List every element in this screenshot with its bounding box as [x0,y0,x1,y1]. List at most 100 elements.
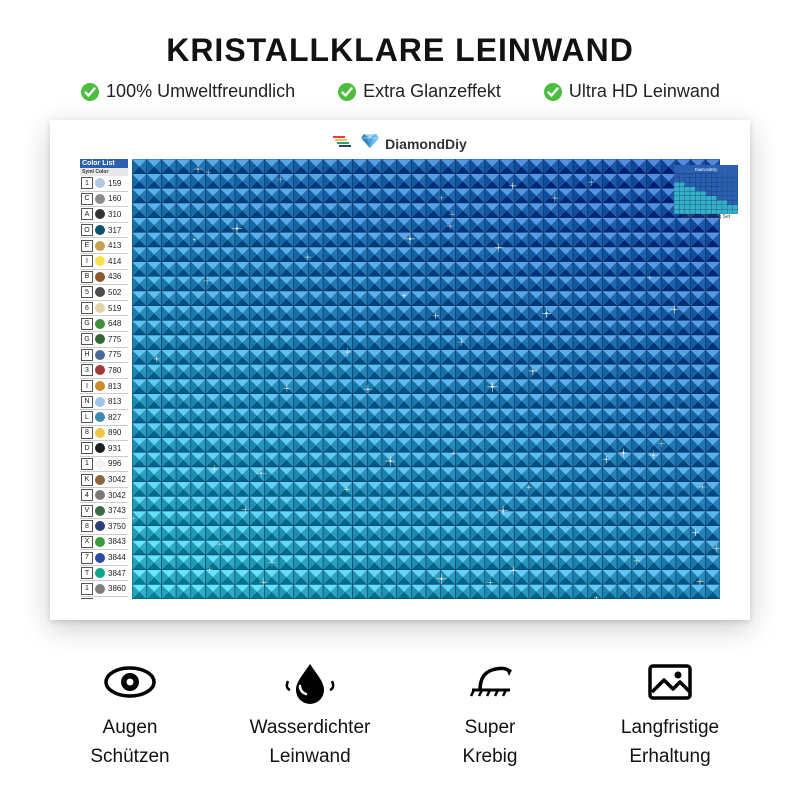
feature-item: SuperKrebig [410,660,570,771]
color-swatch [95,521,105,531]
check-text: Extra Glanzeffekt [363,81,501,102]
feature-item: AugenSchützen [50,660,210,771]
color-swatch [95,241,105,251]
color-list-row: E 413 [80,238,128,254]
color-list: Color List Syml Color 1 159C 160A 310O 3… [80,159,128,599]
color-symbol: 8 [81,427,93,439]
color-list-header: Color List [80,159,128,168]
check-text: Ultra HD Leinwand [569,81,720,102]
color-code: 414 [106,257,121,266]
color-list-rows: 1 159C 160A 310O 317E 413I 414B 4365 502… [80,176,128,599]
color-swatch [95,178,105,188]
canvas-body: Color List Syml Color 1 159C 160A 310O 3… [80,159,720,599]
color-symbol: 1 [81,583,93,595]
color-symbol: X [81,536,93,548]
sticky-icon [462,660,518,704]
color-symbol: 5 [81,286,93,298]
color-swatch [95,287,105,297]
color-list-row: 8 3750 [80,519,128,535]
color-code: 813 [106,382,121,391]
color-symbol: T [81,567,93,579]
diamond-grid [132,159,720,599]
check-item: Extra Glanzeffekt [337,81,501,102]
color-code: 890 [106,428,121,437]
features-row: AugenSchützen WasserdichterLeinwand Supe… [40,660,760,771]
color-code: 3750 [106,522,126,531]
color-symbol: N [81,396,93,408]
check-icon [543,82,563,102]
color-code: 413 [106,241,121,250]
color-list-row: 5 502 [80,285,128,301]
color-list-row: A 310 [80,207,128,223]
thumbnail: DiamondDiy [674,164,738,214]
color-list-row: 8 890 [80,426,128,442]
color-code: 160 [106,194,121,203]
color-list-row: K 3042 [80,472,128,488]
color-code: 996 [106,459,121,468]
color-symbol: K [81,474,93,486]
color-swatch [95,381,105,391]
color-symbol: V [81,505,93,517]
color-symbol: 6 [81,302,93,314]
color-swatch [95,553,105,563]
color-code: 436 [106,272,121,281]
color-code: 3860 [106,584,126,593]
canvas-card: DiamondDiy Color List Syml Color 1 159C … [50,120,750,620]
color-code: 502 [106,288,121,297]
check-item: Ultra HD Leinwand [543,81,720,102]
color-swatch [95,194,105,204]
color-code: 3847 [106,569,126,578]
color-list-subheader: Syml Color [80,168,128,176]
grid-svg [132,159,720,599]
color-swatch [95,334,105,344]
color-code: 813 [106,397,121,406]
check-item: 100% Umweltfreundlich [80,81,295,102]
color-list-row: D 931 [80,441,128,457]
color-list-row: 1 159 [80,176,128,192]
color-list-row: G 775 [80,332,128,348]
brand-stripes-icon [333,134,355,153]
color-code: 775 [106,335,121,344]
brand-text: DiamondDiy [385,136,467,152]
color-swatch [95,459,105,469]
feature-item: WasserdichterLeinwand [230,660,390,771]
photo-icon [642,660,698,704]
feature-item: LangfristigeErhaltung [590,660,750,771]
color-swatch [95,428,105,438]
check-icon [80,82,100,102]
color-code: 317 [106,226,121,235]
color-swatch [95,568,105,578]
color-swatch [95,506,105,516]
color-list-row: 4 3042 [80,488,128,504]
color-list-row: B 436 [80,270,128,286]
color-symbol: G [81,333,93,345]
color-list-row: 7 3844 [80,550,128,566]
color-symbol: 8 [81,520,93,532]
color-code: 827 [106,413,121,422]
color-swatch [95,350,105,360]
color-swatch [95,225,105,235]
color-symbol: E [81,240,93,252]
color-symbol: H [81,349,93,361]
page-title: KRISTALLKLARE LEINWAND [166,32,634,69]
eye-icon [102,660,158,704]
color-swatch [95,303,105,313]
color-swatch [95,319,105,329]
color-list-row: I 813 [80,379,128,395]
color-list-row: X 3843 [80,535,128,551]
color-list-row: N 813 [80,394,128,410]
color-list-row: H 775 [80,348,128,364]
color-swatch [95,397,105,407]
color-list-row: O 317 [80,223,128,239]
color-symbol: D [81,442,93,454]
color-symbol: I [81,380,93,392]
color-symbol: L [81,411,93,423]
color-list-row: 1 3860 [80,581,128,597]
color-list-row: G 648 [80,316,128,332]
color-code: 780 [106,366,121,375]
feature-text: LangfristigeErhaltung [621,714,719,771]
color-code: 310 [106,210,121,219]
color-code: 519 [106,304,121,313]
color-list-row: T 3847 [80,566,128,582]
color-swatch [95,537,105,547]
